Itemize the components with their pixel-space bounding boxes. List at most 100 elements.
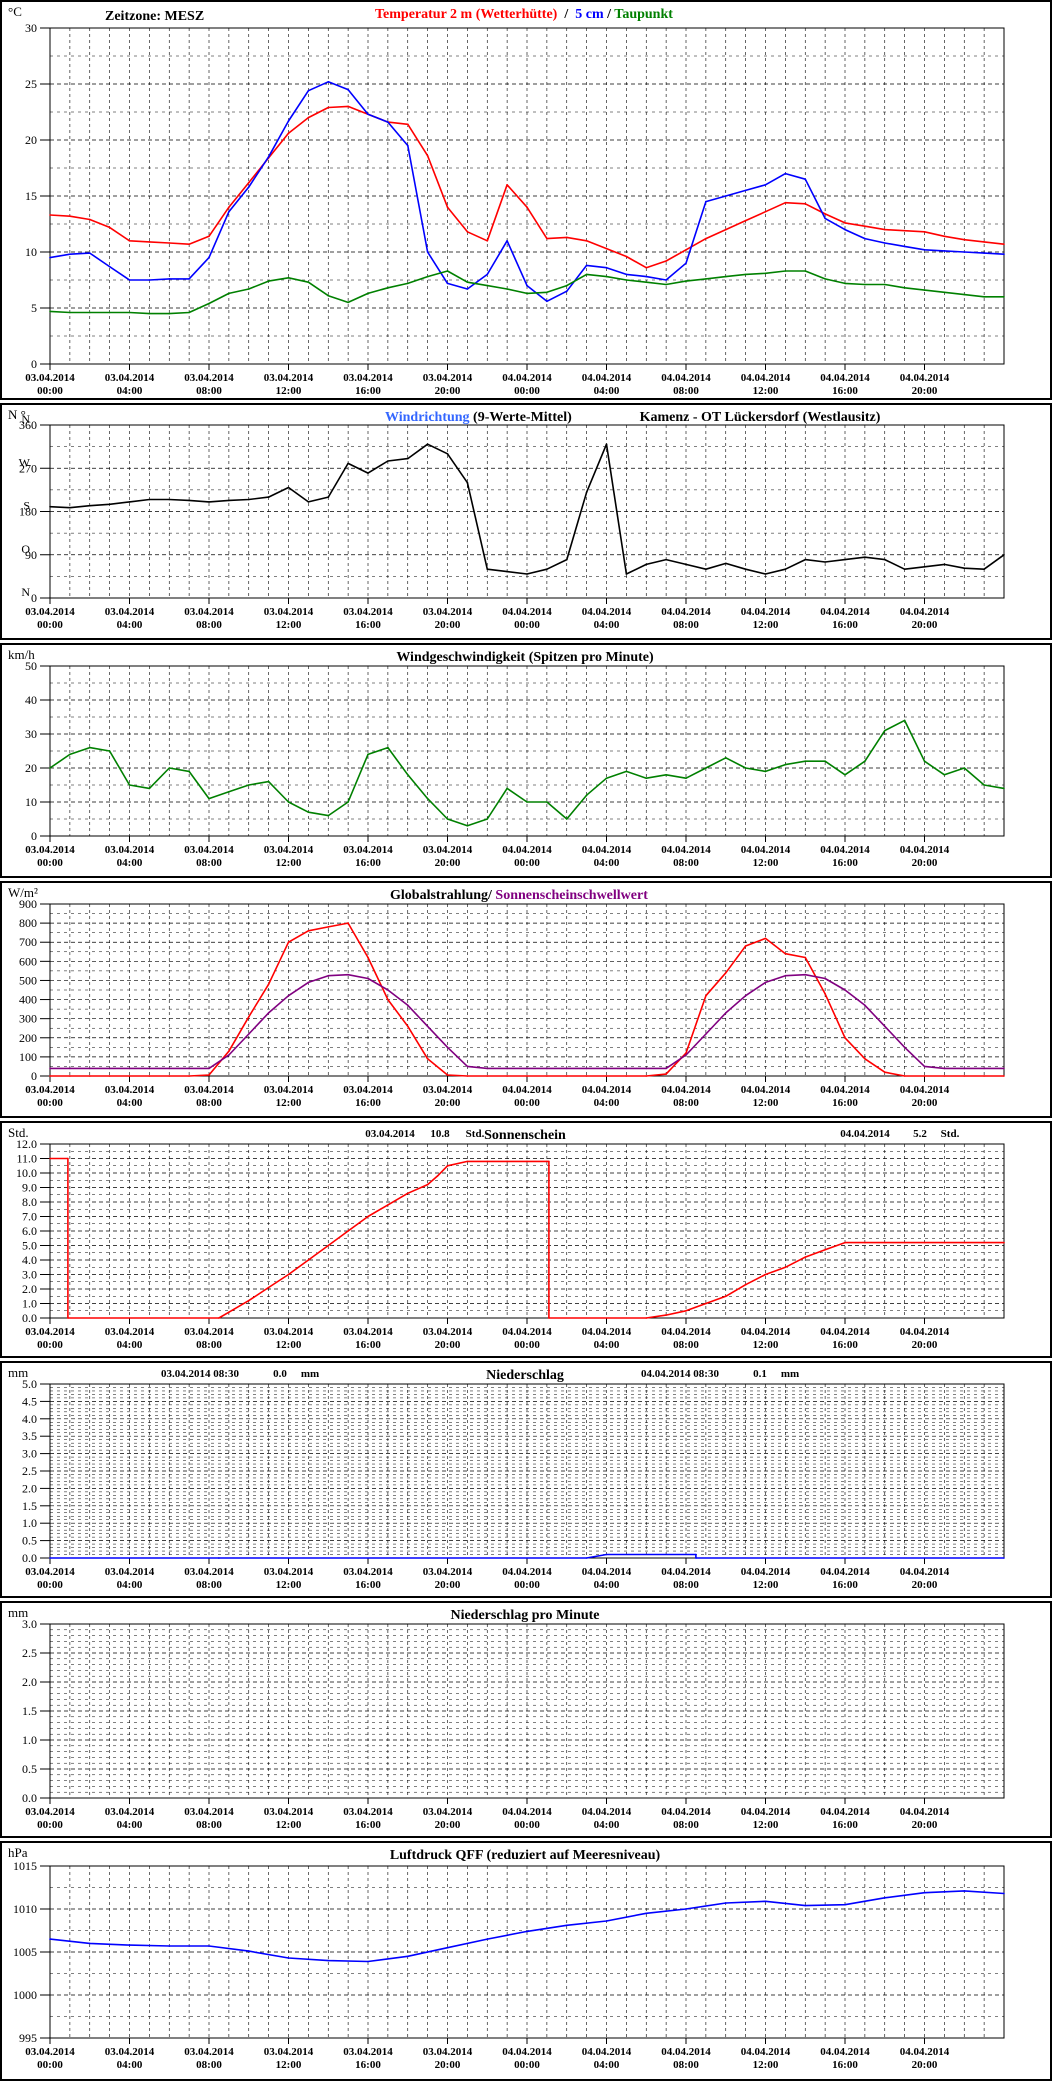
data-point: [685, 262, 687, 265]
data-point: [884, 1071, 886, 1073]
data-point: [546, 237, 548, 240]
data-point: [267, 1012, 270, 1014]
data-point: [466, 481, 469, 484]
data-point: [844, 222, 846, 224]
x-tick-time: 16:00: [832, 857, 858, 869]
x-tick-date: 03.04.2014: [184, 1806, 234, 1818]
summary-value: 0.1: [753, 1368, 767, 1380]
data-point: [864, 760, 866, 762]
summary-date: 04.04.2014: [840, 1128, 890, 1140]
x-tick-date: 04.04.2014: [820, 844, 870, 856]
data-point: [407, 282, 409, 285]
data-point: [327, 974, 330, 977]
y-unit-label: km/h: [8, 647, 35, 662]
y-unit-label: N °: [8, 407, 26, 422]
y-tick-label: 1015: [13, 1859, 37, 1873]
data-point: [287, 941, 290, 943]
data-point: [506, 787, 508, 790]
x-tick-date: 03.04.2014: [105, 1806, 155, 1818]
x-tick-time: 12:00: [276, 2059, 302, 2071]
data-point: [228, 206, 230, 208]
data-point: [248, 288, 250, 290]
x-tick-time: 20:00: [912, 1819, 938, 1831]
data-point: [884, 1241, 886, 1244]
data-point: [1003, 1241, 1005, 1244]
data-point: [208, 501, 210, 503]
data-point: [228, 499, 230, 502]
x-tick-date: 04.04.2014: [820, 1084, 870, 1096]
data-point: [744, 219, 747, 222]
data-point: [387, 121, 389, 123]
data-point: [804, 558, 807, 561]
y-tick-label: 3.0: [22, 1268, 37, 1282]
y-unit-label: mm: [8, 1605, 28, 1620]
x-tick-date: 04.04.2014: [582, 2046, 632, 2058]
data-point: [486, 568, 489, 570]
data-point: [327, 814, 330, 817]
x-tick-time: 04:00: [594, 2059, 620, 2071]
x-tick-time: 20:00: [912, 619, 938, 631]
x-tick-time: 08:00: [673, 619, 699, 631]
x-tick-time: 16:00: [832, 1097, 858, 1109]
y-tick-label: 20: [25, 133, 37, 147]
y-tick-label: 400: [19, 993, 37, 1007]
x-tick-time: 00:00: [37, 619, 63, 631]
data-point: [327, 496, 330, 498]
x-tick-date: 03.04.2014: [264, 1084, 314, 1096]
data-point: [407, 457, 409, 460]
data-point: [526, 284, 528, 287]
x-tick-time: 16:00: [832, 1819, 858, 1831]
chart-title-part: Globalstrahlung/: [390, 888, 495, 903]
chart-subtitle: Kamenz - OT Lückersdorf (Westlausitz): [640, 410, 881, 425]
data-point: [605, 247, 608, 250]
data-point: [486, 1938, 489, 1940]
x-tick-time: 04:00: [594, 385, 620, 397]
data-point: [506, 1067, 508, 1070]
x-tick-time: 12:00: [753, 1819, 779, 1831]
data-point: [705, 1302, 707, 1305]
x-tick-time: 16:00: [832, 385, 858, 397]
data-point: [665, 283, 667, 286]
y-tick-label: 30: [25, 727, 37, 741]
data-point: [585, 1557, 588, 1559]
data-point: [208, 1945, 210, 1947]
y-tick-label: 700: [19, 935, 37, 949]
data-point: [367, 956, 369, 959]
data-point: [49, 505, 51, 508]
data-point: [844, 1241, 846, 1244]
x-tick-date: 03.04.2014: [184, 2046, 234, 2058]
panel-temp: 051015202530°C03.04.201400:0003.04.20140…: [0, 0, 1052, 400]
data-point: [426, 154, 429, 157]
data-point: [983, 1241, 985, 1244]
data-point: [903, 568, 906, 570]
x-tick-date: 03.04.2014: [264, 1566, 314, 1578]
data-point: [387, 460, 389, 462]
data-point: [526, 573, 528, 575]
data-point: [665, 279, 667, 281]
x-tick-date: 03.04.2014: [343, 372, 393, 384]
data-point: [108, 1075, 111, 1077]
data-point: [347, 801, 349, 803]
data-point: [506, 240, 508, 242]
x-tick-date: 04.04.2014: [741, 606, 791, 618]
x-tick-time: 00:00: [514, 1819, 540, 1831]
x-tick-date: 04.04.2014: [741, 2046, 791, 2058]
x-tick-time: 08:00: [196, 619, 222, 631]
data-point: [426, 251, 429, 253]
data-point: [625, 255, 628, 258]
data-point: [128, 1075, 131, 1077]
x-tick-time: 20:00: [912, 1579, 938, 1591]
data-point: [665, 260, 667, 262]
data-point: [546, 801, 548, 803]
data-point: [943, 563, 946, 566]
data-point: [248, 1016, 250, 1018]
x-tick-time: 00:00: [37, 385, 63, 397]
chart-title-part: Sonnenscheinschwellwert: [495, 888, 648, 903]
summary-date: 03.04.2014 08:30: [161, 1368, 239, 1380]
x-tick-date: 03.04.2014: [423, 1084, 473, 1096]
data-point: [327, 926, 330, 928]
data-point: [983, 241, 985, 243]
x-tick-date: 03.04.2014: [343, 1084, 393, 1096]
x-tick-date: 04.04.2014: [582, 1806, 632, 1818]
data-point: [49, 1557, 51, 1559]
